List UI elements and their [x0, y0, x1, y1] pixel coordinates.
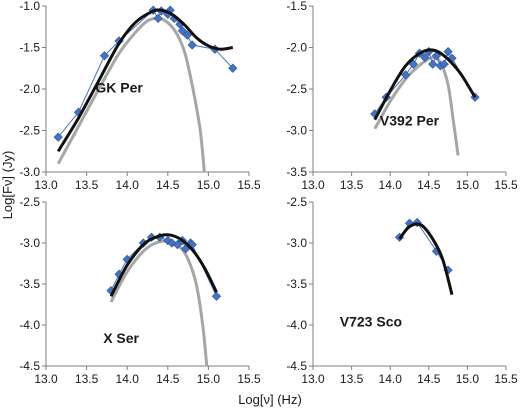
observed-data-point	[400, 70, 411, 80]
y-tick-label: -2.0	[19, 82, 40, 96]
panel-title: GK Per	[95, 79, 143, 95]
observed-data-point	[187, 40, 197, 50]
x-tick-label: 15.0	[456, 178, 480, 192]
y-tick-label: -4.5	[286, 359, 307, 373]
x-tick-label: 14.0	[116, 372, 140, 386]
panel-title: V723 Sco	[340, 314, 402, 330]
observed-data-point	[439, 59, 449, 69]
x-tick-label: 15.0	[197, 178, 221, 192]
observed-data-point	[211, 291, 222, 301]
observed-data-point	[428, 59, 438, 69]
x-tick-label: 13.0	[301, 372, 325, 386]
y-tick-label: -4.5	[19, 359, 40, 373]
y-tick-label: -2.5	[19, 195, 40, 209]
y-tick-label: -3.5	[286, 277, 307, 291]
y-axis-title: Log[Fν] (Jy)	[0, 151, 15, 220]
fit-curve	[373, 48, 477, 121]
observed-data-point	[172, 239, 183, 250]
x-tick-label: 14.5	[156, 372, 180, 386]
panel-2: 13.0 13.5 14.0 14.5 15.0 15.5 -1.5 -2.0 -2.5 -3.0…	[286, 0, 518, 192]
x-tick-label: 14.0	[379, 178, 403, 192]
x-tick-label: 15.5	[494, 178, 518, 192]
observed-data-point	[99, 51, 110, 61]
x-tick-label: 13.0	[34, 372, 58, 386]
observed-data-point	[431, 51, 442, 61]
x-tick-label: 13.5	[75, 372, 99, 386]
y-tick-label: -1.0	[19, 0, 40, 13]
observed-data-point	[182, 30, 192, 40]
fit-curve	[56, 8, 234, 153]
observed-data-point	[53, 132, 63, 142]
observed-data-point	[408, 59, 419, 69]
x-tick-label: 14.5	[417, 372, 441, 386]
x-tick-label: 15.0	[456, 372, 480, 386]
y-tick-label: -2.0	[286, 41, 307, 55]
x-tick-label: 15.5	[237, 372, 261, 386]
y-tick-label: -2.5	[19, 124, 40, 138]
panel-title: X Ser	[103, 330, 139, 346]
fit-curve	[398, 222, 454, 296]
y-tick-label: -3.0	[19, 165, 40, 179]
x-tick-label: 14.5	[156, 178, 180, 192]
x-tick-label: 14.0	[116, 178, 140, 192]
x-tick-label: 13.5	[340, 372, 364, 386]
panel-4: 13.0 13.5 14.0 14.5 15.0 15.5 -2.5 -3.0 -3.5 -4.0…	[286, 195, 518, 386]
y-tick-label: -3.5	[19, 277, 40, 291]
y-tick-label: -4.0	[286, 318, 307, 332]
panel-3: 13.0 13.5 14.0 14.5 15.0 15.5 -2.5 -3.0 -3.5 -4.0…	[19, 195, 261, 386]
y-tick-label: -3.5	[286, 165, 307, 179]
x-tick-label: 14.5	[417, 178, 441, 192]
x-tick-label: 14.0	[379, 372, 403, 386]
panel-1: 13.0 13.5 14.0 14.5 15.0 15.5 -1.0 -1.5 -2.0 -2.5…	[19, 0, 261, 192]
fit-curve	[109, 233, 218, 297]
x-tick-label: 13.5	[75, 178, 99, 192]
observed-data-point	[177, 26, 188, 36]
x-tick-label: 15.5	[237, 178, 261, 192]
y-tick-label: -1.5	[19, 41, 40, 55]
observed-data-point	[153, 13, 163, 24]
x-tick-label: 15.5	[494, 372, 518, 386]
observed-data-point	[167, 238, 177, 248]
y-tick-label: -3.0	[286, 124, 307, 138]
x-axis-title: Log[ν] (Hz)	[238, 392, 302, 407]
y-tick-label: -3.0	[19, 236, 40, 250]
x-tick-label: 15.0	[197, 372, 221, 386]
x-tick-label: 13.5	[340, 178, 364, 192]
observed-data-point	[420, 52, 430, 63]
observed-data-point	[228, 63, 238, 73]
reference-curve	[373, 55, 460, 156]
y-tick-label: -4.0	[19, 318, 40, 332]
y-tick-label: -2.5	[286, 195, 307, 209]
panel-title: V392 Per	[380, 113, 440, 129]
y-tick-label: -1.5	[286, 0, 307, 13]
observed-data-point	[443, 46, 453, 57]
y-tick-label: -3.0	[286, 236, 307, 250]
x-tick-label: 13.0	[34, 178, 58, 192]
x-tick-label: 13.0	[301, 178, 325, 192]
y-tick-label: -2.5	[286, 82, 307, 96]
